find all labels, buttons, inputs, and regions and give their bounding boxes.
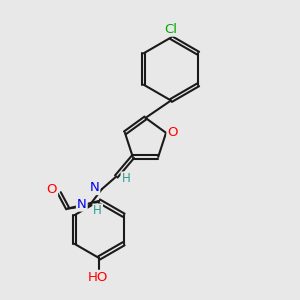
Text: H: H bbox=[122, 172, 130, 185]
Text: O: O bbox=[46, 184, 57, 196]
Text: N: N bbox=[77, 198, 87, 211]
Text: Cl: Cl bbox=[164, 22, 178, 36]
Text: H: H bbox=[93, 205, 102, 218]
Text: HO: HO bbox=[87, 271, 108, 284]
Text: O: O bbox=[167, 126, 178, 139]
Text: N: N bbox=[89, 181, 99, 194]
